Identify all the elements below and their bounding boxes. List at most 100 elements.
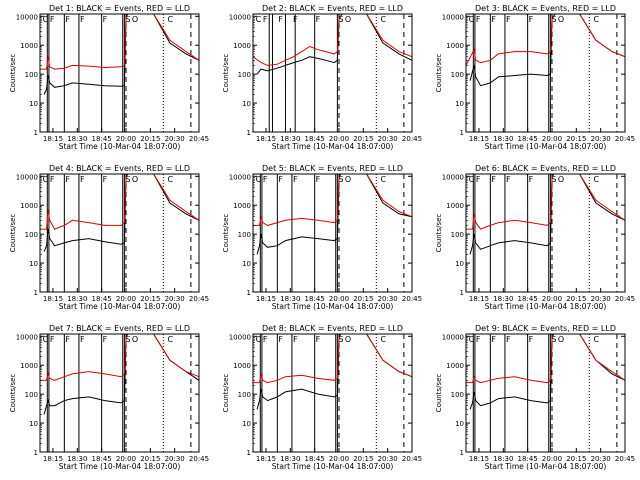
- x-tick-label: 20:15: [353, 295, 373, 303]
- plot-frame: [39, 173, 200, 293]
- flag-marker-label: F: [506, 335, 511, 344]
- flag-marker-label: F: [293, 175, 298, 184]
- flag-marker-label: O: [558, 175, 564, 184]
- flag-marker-label: F: [491, 15, 496, 24]
- x-tick-label: 18:30: [67, 295, 87, 303]
- x-tick-label: 20:45: [615, 295, 635, 303]
- x-tick-label: 20:45: [402, 295, 422, 303]
- x-tick-label: 20:00: [116, 135, 136, 143]
- x-tick-label: 18:15: [256, 135, 276, 143]
- y-axis-label: Counts/sec: [222, 214, 230, 253]
- x-tick-label: 20:00: [116, 295, 136, 303]
- flag-marker-label: F: [278, 335, 283, 344]
- plot-frame: [465, 333, 626, 453]
- flag-marker-label: F: [293, 15, 298, 24]
- flag-marker-label: S: [551, 335, 556, 344]
- flag-marker-label: F: [65, 175, 70, 184]
- x-tick-label: 20:30: [378, 295, 398, 303]
- x-tick-label: 20:15: [353, 455, 373, 463]
- x-tick-label: 18:30: [493, 295, 513, 303]
- flag-marker-label: S: [551, 15, 556, 24]
- flag-marker-label: C: [381, 335, 387, 344]
- y-axis-label: Counts/sec: [435, 374, 443, 413]
- flag-marker-label: F: [278, 175, 283, 184]
- y-tick-label: 100: [25, 231, 38, 239]
- x-tick-label: 18:45: [305, 135, 325, 143]
- y-tick-label: 1: [34, 129, 38, 137]
- flag-marker-label: F: [476, 15, 481, 24]
- flag-marker-label: F: [263, 15, 268, 24]
- x-axis-label: Start Time (10-Mar-04 18:07:00): [59, 462, 181, 471]
- flag-marker-label: S: [125, 175, 130, 184]
- flag-marker-label: F: [50, 175, 55, 184]
- flag-marker-label: S: [338, 15, 343, 24]
- plot-frame: [465, 173, 626, 293]
- y-tick-label: 100: [25, 71, 38, 79]
- y-tick-label: 10000: [16, 333, 38, 341]
- y-tick-label: 1: [247, 449, 251, 457]
- x-tick-label: 18:15: [469, 135, 489, 143]
- flag-marker-label: C: [594, 15, 600, 24]
- y-tick-label: 10000: [229, 173, 251, 181]
- flag-marker-label: C: [168, 15, 174, 24]
- plot-frame: [252, 13, 413, 133]
- y-tick-label: 10: [29, 420, 38, 428]
- flag-marker-label: F: [476, 335, 481, 344]
- y-tick-label: 1: [460, 449, 464, 457]
- x-tick-label: 20:15: [566, 455, 586, 463]
- y-tick-label: 10000: [442, 173, 464, 181]
- x-tick-label: 20:30: [378, 135, 398, 143]
- y-tick-label: 1000: [446, 362, 464, 370]
- y-tick-label: 1: [34, 289, 38, 297]
- flag-marker-label: F: [103, 335, 108, 344]
- flag-marker-label: S: [551, 175, 556, 184]
- flag-marker-label: S: [125, 335, 130, 344]
- flag-marker-label: F: [506, 175, 511, 184]
- flag-marker-label: F: [293, 335, 298, 344]
- x-axis-label: Start Time (10-Mar-04 18:07:00): [272, 142, 394, 151]
- flag-marker-label: F: [316, 335, 321, 344]
- x-axis-label: Start Time (10-Mar-04 18:07:00): [485, 462, 607, 471]
- flag-marker-label: S: [338, 175, 343, 184]
- flag-marker-label: C: [256, 335, 262, 344]
- y-tick-label: 10: [29, 100, 38, 108]
- x-tick-label: 18:30: [67, 135, 87, 143]
- y-axis-label: Counts/sec: [9, 374, 17, 413]
- flag-marker-label: C: [256, 175, 262, 184]
- flag-marker-label: C: [43, 335, 49, 344]
- flag-marker-label: O: [345, 175, 351, 184]
- x-tick-label: 18:15: [43, 455, 63, 463]
- flag-marker-label: C: [43, 15, 49, 24]
- flag-marker-label: F: [263, 335, 268, 344]
- y-tick-label: 100: [25, 391, 38, 399]
- x-tick-label: 18:15: [469, 455, 489, 463]
- x-tick-label: 20:00: [542, 455, 562, 463]
- x-tick-label: 18:15: [256, 455, 276, 463]
- x-tick-label: 20:00: [542, 135, 562, 143]
- y-tick-label: 10: [455, 100, 464, 108]
- x-tick-label: 18:30: [280, 455, 300, 463]
- flag-marker-label: F: [80, 175, 85, 184]
- flag-marker-label: F: [529, 175, 534, 184]
- x-axis-label: Start Time (10-Mar-04 18:07:00): [59, 142, 181, 151]
- x-tick-label: 20:15: [566, 295, 586, 303]
- x-axis-label: Start Time (10-Mar-04 18:07:00): [272, 462, 394, 471]
- x-tick-label: 18:15: [469, 295, 489, 303]
- flag-marker-label: F: [316, 175, 321, 184]
- x-tick-label: 18:30: [280, 295, 300, 303]
- y-tick-label: 1000: [446, 42, 464, 50]
- x-tick-label: 20:15: [353, 135, 373, 143]
- x-tick-label: 20:00: [542, 295, 562, 303]
- y-tick-label: 1: [34, 449, 38, 457]
- flag-marker-label: C: [43, 175, 49, 184]
- flag-marker-label: C: [469, 175, 475, 184]
- flag-marker-label: C: [594, 335, 600, 344]
- x-tick-label: 20:30: [165, 455, 185, 463]
